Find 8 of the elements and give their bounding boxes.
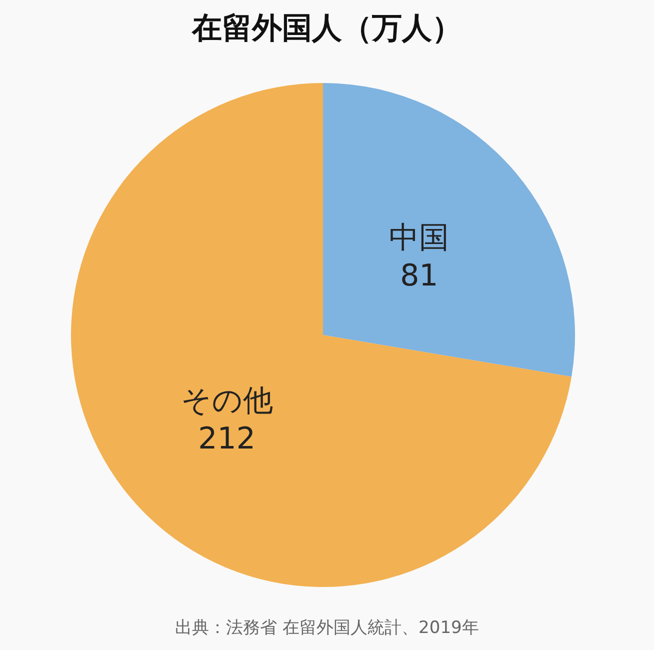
pie-slice [323,83,575,377]
slice-label: 中国 [389,220,450,256]
slice-label: その他 [180,383,273,418]
chart-title: 在留外国人（万人） [190,10,463,48]
data-label: 212 [198,421,256,456]
pie-slice [71,83,572,587]
data-label: 81 [400,258,438,294]
source-note: 出典：法務省 在留外国人統計、2019年 [174,617,480,639]
